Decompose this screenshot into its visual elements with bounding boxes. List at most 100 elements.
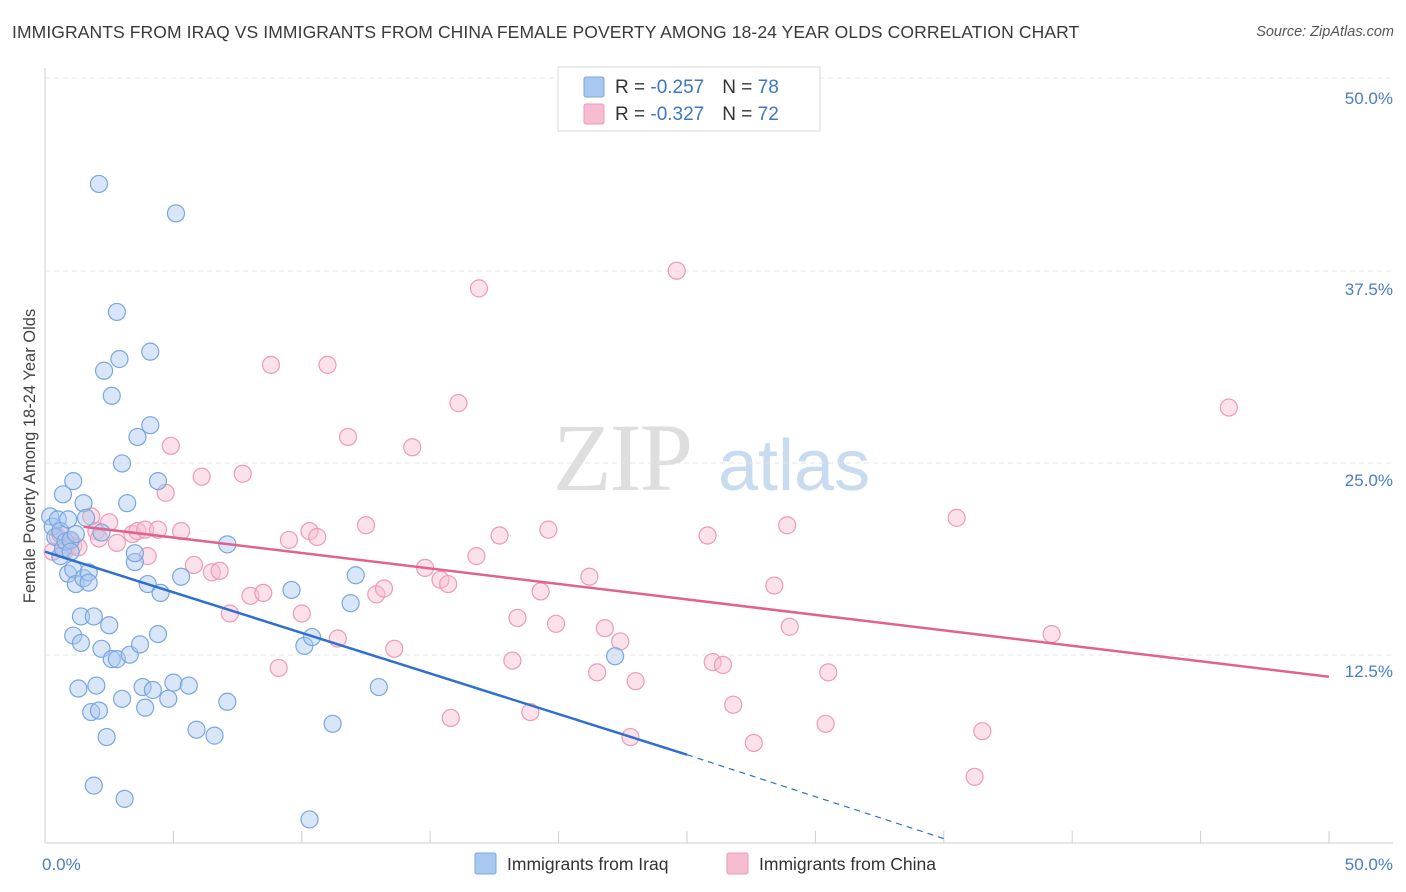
data-point-china	[107, 533, 127, 552]
data-point-iraq	[605, 647, 625, 666]
data-point-iraq	[141, 342, 160, 361]
data-point-china	[385, 639, 404, 658]
bottom-legend: Immigrants from Iraq Immigrants from Chi…	[474, 852, 936, 875]
gridlines	[45, 77, 1393, 656]
data-point-china	[595, 619, 614, 638]
data-point-iraq	[110, 349, 129, 369]
data-point-china	[308, 527, 327, 547]
data-point-china	[780, 617, 799, 636]
data-point-iraq	[84, 776, 103, 795]
legend-iraq-n-label: N =	[722, 77, 757, 98]
data-point-iraq	[97, 727, 116, 747]
data-point-china	[765, 576, 784, 595]
data-point-china	[816, 714, 835, 733]
data-point-iraq	[187, 720, 206, 739]
data-point-iraq	[282, 580, 301, 600]
data-point-iraq	[48, 510, 67, 529]
data-point-iraq	[323, 714, 342, 733]
data-point-iraq	[159, 689, 178, 708]
data-point-iraq	[172, 567, 191, 586]
data-point-iraq	[112, 454, 132, 473]
data-point-iraq	[133, 677, 152, 697]
data-point-iraq	[89, 701, 109, 720]
bottom-legend-swatch-china	[726, 852, 749, 875]
data-point-china	[947, 508, 966, 527]
data-point-china	[724, 695, 743, 714]
data-point-iraq	[118, 494, 137, 513]
data-point-iraq	[148, 471, 168, 491]
data-point-iraq	[64, 626, 83, 645]
top-legend: R = -0.257 N = 78 R = -0.327 N = 72	[557, 66, 821, 132]
data-point-iraq	[74, 494, 93, 513]
trend-line-china	[83, 525, 1330, 679]
data-point-china	[469, 279, 489, 298]
legend-china-n-value: 72	[758, 104, 779, 125]
data-point-iraq	[71, 633, 91, 653]
data-point-iraq	[164, 673, 183, 692]
data-point-iraq	[71, 607, 91, 626]
data-point-china	[580, 567, 599, 586]
data-point-china	[539, 520, 558, 539]
y-axis-label: Female Poverty Among 18-24 Year Olds	[21, 309, 39, 603]
source-credit: Source: ZipAtlas.com	[1256, 24, 1394, 40]
data-point-iraq	[125, 544, 144, 563]
data-point-iraq	[369, 677, 388, 697]
data-point-china	[161, 436, 180, 455]
data-point-iraq	[115, 789, 134, 808]
x-axis-ticks	[44, 831, 1330, 843]
legend-swatch-iraq	[583, 76, 605, 98]
data-point-china	[192, 467, 211, 486]
data-point-china	[698, 526, 717, 545]
data-point-china	[292, 604, 311, 623]
data-point-china	[508, 608, 527, 628]
data-point-china	[318, 355, 337, 374]
data-point-china	[546, 614, 566, 633]
y-tick-label: 25.0%	[1345, 471, 1393, 490]
data-point-iraq	[59, 510, 78, 529]
data-point-iraq	[79, 573, 98, 592]
bottom-legend-swatch-iraq	[474, 852, 497, 875]
data-point-iraq	[112, 689, 132, 708]
trend-lines	[44, 525, 1330, 840]
legend-china-n-label: N =	[722, 104, 757, 125]
series-iraq-points	[41, 174, 625, 829]
legend-china-row: R = -0.327 N = 72	[615, 104, 779, 125]
data-point-china	[1219, 398, 1238, 417]
bottom-legend-label-china: Immigrants from China	[759, 854, 936, 874]
legend-iraq-row: R = -0.257 N = 78	[615, 77, 779, 98]
data-point-iraq	[141, 416, 160, 435]
data-point-iraq	[130, 635, 150, 654]
legend-swatch-china	[583, 103, 605, 125]
data-point-iraq	[92, 523, 111, 542]
data-point-iraq	[205, 726, 224, 745]
legend-iraq-r-label: R =	[615, 77, 650, 98]
data-point-china	[965, 767, 984, 786]
data-point-china	[588, 663, 607, 682]
legend-iraq-n-value: 78	[758, 77, 779, 98]
series-china-points	[43, 261, 1238, 786]
data-point-iraq	[94, 361, 114, 380]
data-point-iraq	[100, 616, 119, 635]
data-point-iraq	[69, 679, 88, 698]
data-point-iraq	[218, 692, 237, 711]
data-point-china	[148, 520, 168, 539]
data-point-china	[184, 555, 204, 575]
data-point-china	[441, 708, 460, 728]
data-point-iraq	[136, 698, 155, 717]
data-point-iraq	[128, 427, 147, 447]
data-point-china	[713, 655, 733, 675]
data-point-china	[467, 547, 486, 566]
data-point-china	[269, 658, 288, 678]
data-point-iraq	[102, 386, 121, 405]
data-point-iraq	[107, 302, 127, 322]
data-point-china	[1042, 624, 1061, 644]
data-point-china	[210, 561, 229, 580]
watermark-zip: ZIP	[553, 404, 691, 511]
data-point-china	[279, 530, 299, 550]
data-point-china	[261, 355, 281, 374]
data-point-china	[439, 574, 458, 594]
data-point-iraq	[346, 566, 365, 585]
trend-line-iraq	[44, 550, 688, 756]
data-point-china	[626, 672, 645, 691]
